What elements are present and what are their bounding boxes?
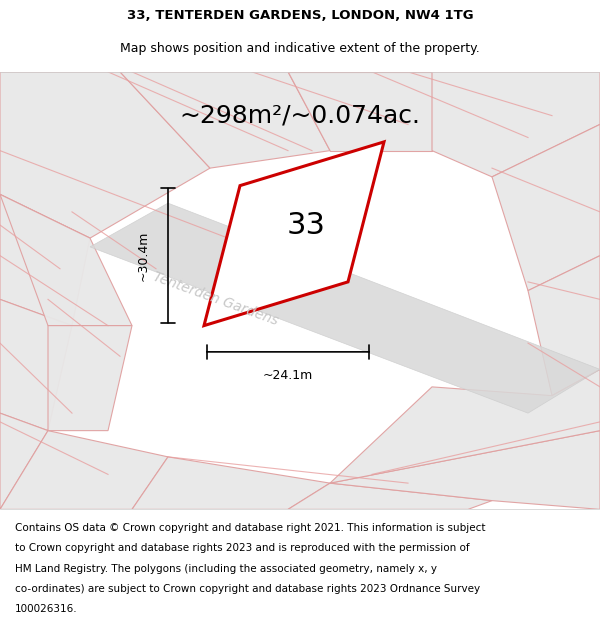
Polygon shape [132, 457, 330, 509]
Polygon shape [120, 72, 330, 168]
Text: ~30.4m: ~30.4m [137, 231, 150, 281]
Polygon shape [0, 72, 210, 238]
Polygon shape [204, 142, 384, 326]
Polygon shape [528, 256, 600, 396]
Polygon shape [48, 326, 132, 431]
Polygon shape [492, 124, 600, 291]
Text: ~24.1m: ~24.1m [263, 369, 313, 382]
Polygon shape [0, 194, 132, 326]
Polygon shape [0, 431, 168, 509]
Text: 100026316.: 100026316. [15, 604, 77, 614]
Text: co-ordinates) are subject to Crown copyright and database rights 2023 Ordnance S: co-ordinates) are subject to Crown copyr… [15, 584, 480, 594]
Polygon shape [0, 194, 90, 326]
Text: HM Land Registry. The polygons (including the associated geometry, namely x, y: HM Land Registry. The polygons (includin… [15, 564, 437, 574]
Polygon shape [330, 431, 600, 509]
Polygon shape [90, 203, 600, 413]
Text: 33, TENTERDEN GARDENS, LONDON, NW4 1TG: 33, TENTERDEN GARDENS, LONDON, NW4 1TG [127, 9, 473, 22]
Polygon shape [0, 413, 48, 509]
Polygon shape [432, 72, 600, 177]
Polygon shape [330, 369, 600, 483]
Text: to Crown copyright and database rights 2023 and is reproduced with the permissio: to Crown copyright and database rights 2… [15, 544, 470, 554]
Text: Contains OS data © Crown copyright and database right 2021. This information is : Contains OS data © Crown copyright and d… [15, 523, 485, 533]
Polygon shape [0, 299, 72, 431]
Text: Map shows position and indicative extent of the property.: Map shows position and indicative extent… [120, 42, 480, 56]
Polygon shape [288, 483, 492, 509]
Polygon shape [288, 72, 432, 151]
Text: ~298m²/~0.074ac.: ~298m²/~0.074ac. [179, 104, 421, 127]
Text: 33: 33 [287, 211, 325, 239]
Text: Tenterden Gardens: Tenterden Gardens [151, 270, 281, 329]
